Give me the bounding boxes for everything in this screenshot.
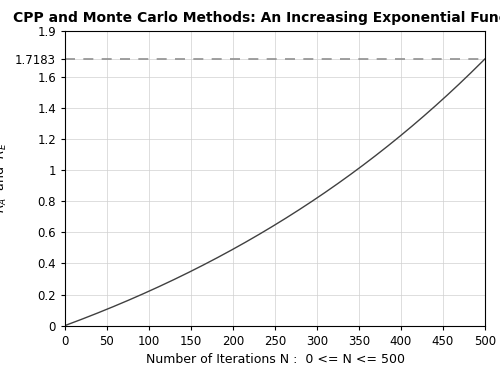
Y-axis label: $R_A$  and  $R_E$: $R_A$ and $R_E$	[0, 143, 10, 213]
X-axis label: Number of Iterations N :  0 <= N <= 500: Number of Iterations N : 0 <= N <= 500	[146, 353, 404, 366]
Title: CPP and Monte Carlo Methods: An Increasing Exponential Function: CPP and Monte Carlo Methods: An Increasi…	[12, 11, 500, 25]
